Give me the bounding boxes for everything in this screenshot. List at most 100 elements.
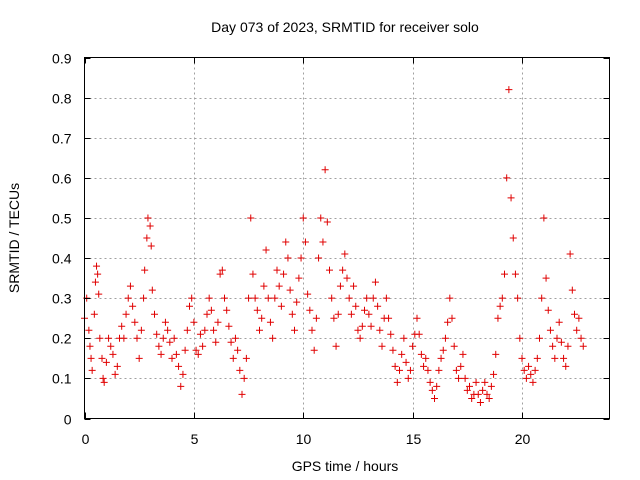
data-point <box>306 306 314 314</box>
data-point <box>326 266 333 274</box>
data-point <box>312 314 320 322</box>
data-point <box>472 378 480 386</box>
y-tick-label: 0.4 <box>52 251 72 267</box>
data-point <box>487 382 495 390</box>
data-point <box>122 310 130 318</box>
data-point <box>483 390 491 398</box>
data-point <box>514 294 522 302</box>
data-point <box>439 346 447 354</box>
data-point <box>151 310 158 318</box>
data-point <box>518 354 526 362</box>
data-point <box>141 266 149 274</box>
y-axis-label: SRMTID / TECUs <box>6 183 22 293</box>
data-point <box>87 354 95 362</box>
data-point <box>207 306 215 314</box>
data-point <box>551 354 559 362</box>
data-point <box>280 270 288 278</box>
data-point <box>402 358 410 366</box>
data-point <box>546 326 554 334</box>
data-point <box>85 326 93 334</box>
data-point <box>304 290 312 298</box>
data-point <box>527 370 535 378</box>
data-point <box>282 238 290 246</box>
data-point <box>155 342 163 350</box>
data-point <box>336 282 344 290</box>
data-point <box>385 314 393 322</box>
data-point <box>562 362 570 370</box>
data-point <box>175 362 183 370</box>
data-point <box>424 366 432 374</box>
data-point <box>334 310 342 318</box>
data-point <box>93 262 101 270</box>
data-point <box>319 238 327 246</box>
data-point <box>494 314 502 322</box>
data-point <box>201 326 209 334</box>
data-point <box>188 294 196 302</box>
data-point <box>426 378 434 386</box>
data-points <box>81 86 587 406</box>
data-point <box>291 326 298 334</box>
data-point <box>288 310 296 318</box>
data-point <box>525 362 533 370</box>
x-tick-label: 20 <box>515 431 531 447</box>
data-point <box>441 334 449 342</box>
data-point <box>159 334 167 342</box>
data-point <box>573 326 581 334</box>
data-point <box>577 334 585 342</box>
data-point <box>260 282 268 290</box>
data-point <box>542 274 550 282</box>
data-point <box>571 310 578 318</box>
data-point <box>549 342 557 350</box>
data-point <box>505 86 513 94</box>
data-point <box>301 238 309 246</box>
data-point <box>557 338 565 346</box>
data-point <box>98 354 106 362</box>
data-point <box>566 250 574 258</box>
y-tick-label: 0.6 <box>52 171 72 187</box>
data-point <box>166 338 174 346</box>
data-point <box>509 234 517 242</box>
data-point <box>88 366 96 374</box>
data-point <box>328 294 336 302</box>
y-tick-label: 0.1 <box>52 371 72 387</box>
plot-frame <box>84 57 610 419</box>
data-point <box>476 398 484 406</box>
data-point <box>461 374 469 382</box>
data-point <box>422 354 430 362</box>
data-point <box>111 370 119 378</box>
data-point <box>256 326 263 334</box>
data-point <box>350 282 358 290</box>
data-point <box>409 342 417 350</box>
data-point <box>135 354 143 362</box>
data-point <box>520 366 528 374</box>
data-point <box>236 366 244 374</box>
data-point <box>229 354 237 362</box>
data-point <box>227 338 235 346</box>
data-point <box>275 282 283 290</box>
data-point <box>238 390 246 398</box>
data-point <box>437 354 445 362</box>
data-point <box>413 314 421 322</box>
data-point <box>446 294 454 302</box>
data-point <box>341 250 349 258</box>
data-point <box>194 350 202 358</box>
data-point <box>420 362 428 370</box>
data-point <box>382 294 390 302</box>
data-point <box>234 346 242 354</box>
data-point <box>466 382 473 390</box>
data-point <box>575 314 583 322</box>
data-point <box>356 334 364 342</box>
data-point <box>479 386 487 394</box>
data-point <box>140 294 148 302</box>
x-tick-label: 10 <box>296 431 312 447</box>
x-tick-label: 15 <box>406 431 422 447</box>
data-point <box>242 354 250 362</box>
data-point <box>262 246 270 254</box>
data-point <box>444 318 452 326</box>
data-point <box>321 166 329 174</box>
data-point <box>94 270 102 278</box>
data-point <box>179 370 187 378</box>
data-point <box>468 394 476 402</box>
data-point <box>100 378 108 386</box>
